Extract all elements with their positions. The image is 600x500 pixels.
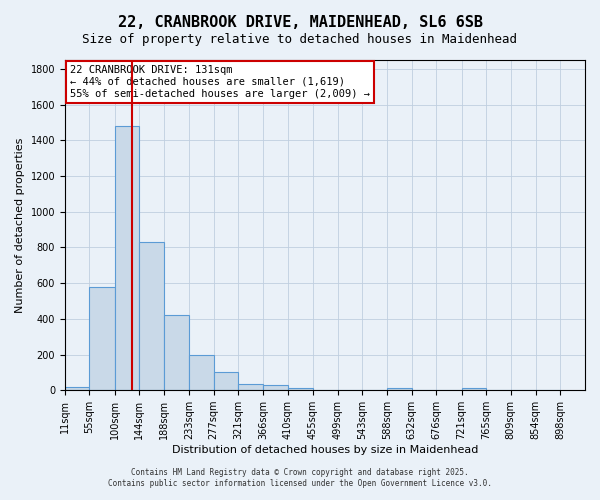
Bar — [214, 372, 238, 390]
Text: Contains HM Land Registry data © Crown copyright and database right 2025.
Contai: Contains HM Land Registry data © Crown c… — [108, 468, 492, 487]
Bar — [139, 242, 164, 390]
Bar — [238, 384, 263, 390]
Bar — [387, 388, 412, 390]
Bar — [461, 388, 486, 390]
Y-axis label: Number of detached properties: Number of detached properties — [15, 138, 25, 313]
Text: 22 CRANBROOK DRIVE: 131sqm
← 44% of detached houses are smaller (1,619)
55% of s: 22 CRANBROOK DRIVE: 131sqm ← 44% of deta… — [70, 66, 370, 98]
Bar — [115, 126, 139, 390]
X-axis label: Distribution of detached houses by size in Maidenhead: Distribution of detached houses by size … — [172, 445, 478, 455]
Bar — [189, 354, 214, 390]
Bar — [263, 385, 288, 390]
Bar — [288, 388, 313, 390]
Text: 22, CRANBROOK DRIVE, MAIDENHEAD, SL6 6SB: 22, CRANBROOK DRIVE, MAIDENHEAD, SL6 6SB — [118, 15, 482, 30]
Bar — [89, 286, 115, 390]
Bar — [65, 386, 89, 390]
Bar — [164, 316, 189, 390]
Text: Size of property relative to detached houses in Maidenhead: Size of property relative to detached ho… — [83, 32, 517, 46]
